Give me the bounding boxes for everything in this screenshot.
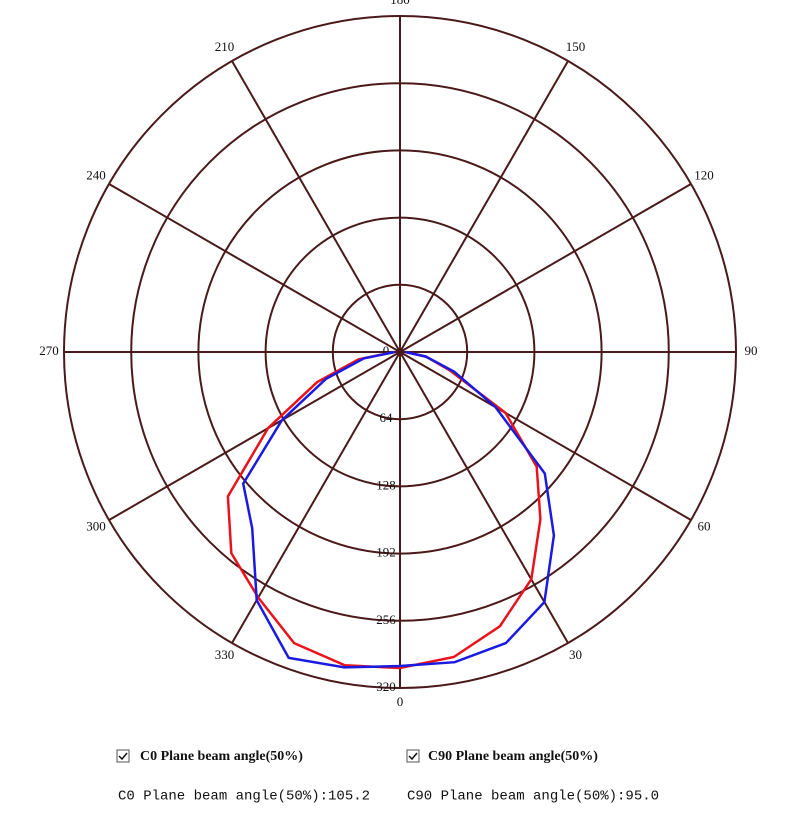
grid-spoke bbox=[399, 60, 569, 353]
grid-spoke bbox=[108, 183, 401, 353]
grid-spoke bbox=[231, 60, 401, 353]
r-tick-label: 0 bbox=[383, 343, 390, 358]
r-tick-label: 320 bbox=[376, 679, 396, 694]
angle-tick-label: 270 bbox=[39, 343, 59, 358]
r-tick-label: 192 bbox=[376, 545, 396, 560]
r-tick-label: 256 bbox=[376, 612, 396, 627]
angle-tick-label: 240 bbox=[86, 167, 106, 182]
check-mark bbox=[408, 752, 418, 761]
checkbox[interactable] bbox=[406, 749, 420, 763]
angle-tick-label: 0 bbox=[397, 694, 404, 709]
note: C90 Plane beam angle(50%):95.0 bbox=[407, 789, 659, 805]
grid-spoke bbox=[399, 183, 692, 353]
check-mark bbox=[118, 752, 128, 761]
angle-tick-label: 210 bbox=[215, 39, 235, 54]
angle-tick-label: 300 bbox=[86, 518, 106, 533]
series-line bbox=[241, 350, 556, 669]
grid-spoke bbox=[108, 351, 401, 521]
grid-spoke bbox=[231, 351, 401, 644]
angle-tick-label: 150 bbox=[566, 39, 586, 54]
note: C0 Plane beam angle(50%):105.2 bbox=[118, 789, 370, 805]
legend-entry: C0 Plane beam angle(50%) bbox=[140, 749, 303, 764]
angle-tick-label: 330 bbox=[215, 647, 235, 662]
angle-tick-label: 90 bbox=[745, 343, 758, 358]
r-tick-label: 128 bbox=[376, 477, 396, 492]
grid-spoke bbox=[399, 351, 692, 521]
angle-tick-label: 30 bbox=[569, 647, 582, 662]
checkbox[interactable] bbox=[116, 749, 130, 763]
angle-tick-label: 120 bbox=[694, 167, 714, 182]
grid-spoke bbox=[399, 351, 569, 644]
angle-tick-label: 60 bbox=[697, 518, 710, 533]
r-tick-label: 64 bbox=[380, 410, 394, 425]
angle-tick-label: 180 bbox=[390, 0, 410, 7]
series-line bbox=[226, 350, 542, 670]
legend-entry: C90 Plane beam angle(50%) bbox=[428, 749, 598, 764]
